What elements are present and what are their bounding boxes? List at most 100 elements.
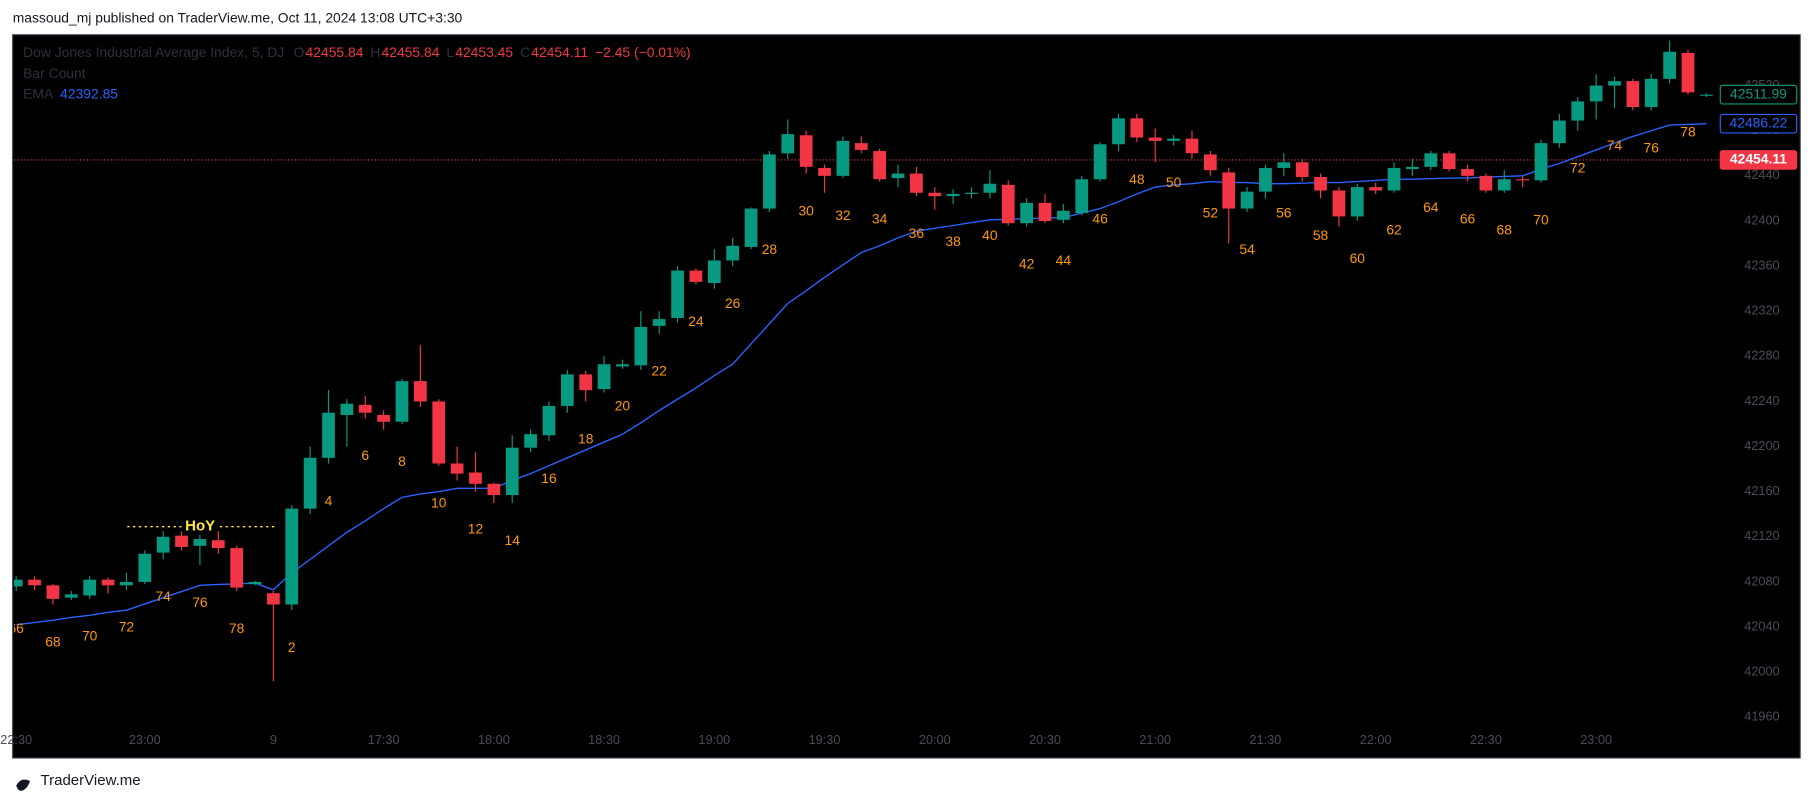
- legend-ohlc-label: H: [370, 44, 380, 60]
- bar-count-label: 42: [1019, 255, 1035, 271]
- candle-body: [120, 581, 133, 586]
- candle-body: [358, 404, 372, 413]
- candle-body: [1277, 162, 1291, 168]
- legend-ohlc-value: 42455.84: [382, 44, 440, 60]
- candle-body: [248, 581, 262, 585]
- bar-count-label: 78: [1680, 123, 1696, 139]
- x-tick-label: 20:30: [1029, 732, 1061, 747]
- chart-area: [12, 34, 1801, 759]
- candle-body: [1185, 138, 1199, 154]
- bar-count-label: 72: [1570, 160, 1586, 176]
- bar-count-label: 62: [1386, 222, 1402, 238]
- x-tick-label: 21:00: [1139, 732, 1171, 747]
- candle-body: [1222, 172, 1236, 209]
- price-label-box: [1719, 84, 1798, 105]
- bar-count-label: 78: [229, 620, 245, 636]
- candle-body: [707, 260, 721, 284]
- bar-count-label: 22: [651, 363, 667, 379]
- bar-count-label: 46: [1092, 210, 1108, 226]
- price-label-box: [1719, 113, 1798, 134]
- legend-indicator: Bar Count: [23, 65, 86, 81]
- candle-body: [1663, 51, 1676, 79]
- candle-body: [13, 579, 23, 587]
- bar-count-label: 74: [155, 588, 171, 604]
- price-label: 42454.11: [1730, 151, 1787, 167]
- y-tick-label: 42240: [1744, 393, 1779, 408]
- y-tick-label: 42360: [1744, 257, 1779, 272]
- x-tick-label: 9: [270, 732, 277, 747]
- bar-count-label: 58: [1313, 227, 1329, 243]
- candle-body: [193, 539, 207, 546]
- candle-body: [450, 463, 464, 474]
- bar-count-label: 72: [119, 619, 135, 635]
- y-tick-label: 42040: [1744, 618, 1779, 633]
- x-tick-label: 18:30: [588, 732, 620, 747]
- candle-body: [175, 535, 188, 547]
- candle-body: [689, 270, 703, 282]
- candle-body: [1461, 169, 1474, 176]
- candle-body: [1589, 85, 1603, 102]
- candle-body: [303, 457, 317, 509]
- candle-body: [101, 579, 115, 586]
- price-label: 42486.22: [1730, 114, 1788, 130]
- y-tick-label: 42320: [1744, 303, 1779, 318]
- candle-body: [1112, 118, 1125, 145]
- candle-body: [230, 548, 244, 588]
- x-tick-label: 19:30: [809, 732, 841, 747]
- candle-body: [891, 173, 905, 179]
- legend-ohlc-value: 42455.84: [306, 44, 364, 60]
- bar-count-label: 68: [45, 633, 61, 649]
- bar-count-label: 50: [1166, 174, 1182, 190]
- candle-body: [726, 245, 740, 261]
- bar-count-label: 70: [82, 628, 98, 644]
- bar-count-label: 6: [361, 447, 369, 463]
- bar-count-label: 44: [1056, 252, 1072, 268]
- candle-body: [1626, 81, 1640, 108]
- bar-count-label: 32: [835, 207, 851, 223]
- footer-brand: TraderView.me: [40, 772, 140, 789]
- candle-body: [1534, 143, 1548, 181]
- bar-count-label: 56: [1276, 205, 1292, 221]
- candle-body: [1516, 179, 1530, 181]
- candle-body: [1553, 120, 1566, 144]
- bar-count-label: 60: [1350, 250, 1366, 266]
- price-label-box: [1719, 150, 1798, 170]
- candle-body: [1644, 78, 1658, 108]
- candle-body: [1240, 191, 1254, 209]
- candle-body: [1167, 138, 1180, 141]
- bar-count-label: 66: [8, 620, 24, 636]
- bar-count-label: 28: [762, 241, 778, 257]
- candle-body: [597, 364, 611, 390]
- candle-body: [469, 472, 482, 484]
- candle-body: [138, 553, 152, 582]
- bar-count-label: 12: [468, 521, 484, 537]
- candle-body: [1020, 202, 1033, 224]
- candle-body: [64, 594, 78, 598]
- candle-body: [1148, 137, 1162, 141]
- annotation-label: HoY: [185, 518, 215, 535]
- candle-body: [1369, 187, 1383, 191]
- bar-count-label: 76: [192, 594, 208, 610]
- candle-body: [1406, 166, 1419, 170]
- x-tick-label: 22:00: [1360, 732, 1392, 747]
- candle-body: [46, 585, 60, 599]
- x-tick-label: 21:30: [1250, 732, 1282, 747]
- legend-ohlc-label: L: [446, 44, 454, 60]
- candle-body: [542, 405, 556, 436]
- bar-count-label: 14: [505, 532, 521, 548]
- publish-note: massoud_mj published on TraderView.me, O…: [13, 9, 463, 25]
- x-tick-label: 23:00: [129, 732, 161, 747]
- candle-body: [781, 134, 795, 154]
- bar-count-label: 38: [945, 233, 961, 249]
- x-tick-label: 22:30: [0, 732, 32, 747]
- bar-count-label: 64: [1423, 199, 1439, 215]
- y-tick-label: 42280: [1744, 348, 1779, 363]
- bar-count-label: 40: [982, 227, 998, 243]
- candle-body: [1479, 175, 1493, 191]
- legend-change: −2.45 (−0.01%): [595, 44, 691, 60]
- candle-body: [285, 508, 299, 605]
- legend-ohlc-label: O: [294, 44, 305, 60]
- candle-body: [432, 401, 446, 464]
